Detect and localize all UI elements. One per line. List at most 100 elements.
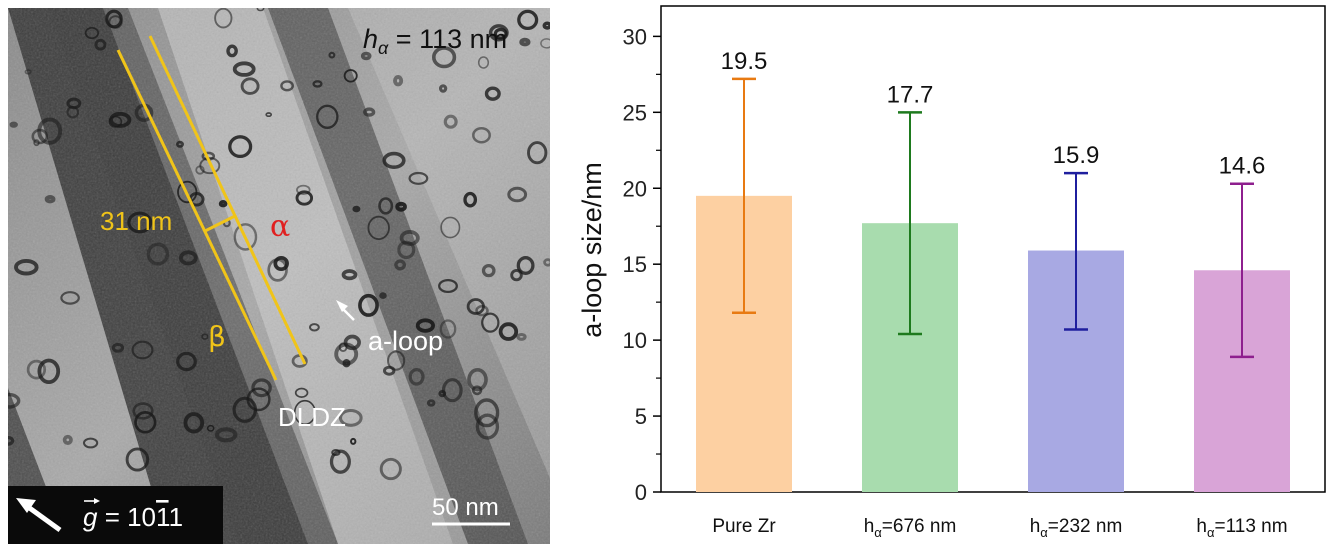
- defect-loop: [83, 437, 99, 449]
- a-loop-defects: [8, 8, 550, 481]
- defect-loop: [426, 399, 436, 407]
- defect-loop: [543, 258, 550, 267]
- defect-loop: [240, 77, 260, 95]
- defect-loop: [111, 342, 125, 353]
- value-label: 17.7: [887, 81, 934, 108]
- defect-loop: [472, 126, 491, 144]
- defect-loop: [201, 333, 209, 340]
- error-bar: [732, 77, 756, 315]
- phase-boundary-line: [148, 35, 307, 365]
- defect-loop: [132, 402, 154, 420]
- defect-loop: [37, 117, 63, 145]
- defect-loop: [9, 121, 18, 128]
- a-loop-label: a-loop: [368, 326, 443, 356]
- defect-loop: [294, 387, 309, 398]
- beta-phase-label: β: [208, 320, 226, 353]
- defect-loop: [477, 56, 490, 69]
- defect-loop: [66, 105, 80, 119]
- micrograph-image: [8, 8, 550, 544]
- defect-loop: [379, 292, 387, 299]
- defect-loop: [338, 342, 348, 353]
- defect-loop: [408, 171, 429, 185]
- defect-loop: [125, 447, 150, 472]
- h-alpha-label: hα = 113 nm: [363, 24, 507, 58]
- defect-loop: [475, 305, 489, 317]
- defect-loop: [481, 263, 496, 278]
- defect-loop: [360, 51, 372, 61]
- lamella-width-label: 31 nm: [100, 206, 172, 236]
- defect-loop: [328, 51, 336, 59]
- defect-loop: [439, 319, 457, 339]
- defect-loop: [293, 399, 316, 426]
- value-label: 15.9: [1053, 142, 1100, 169]
- bar-chart: 0 5 10 15 20 25 30 19.5 17.7 15.9 14.6 Pure Zr hα=…: [555, 0, 1333, 550]
- bars: [696, 195, 1290, 492]
- vector-arrow-mark: [84, 498, 100, 504]
- defect-loop: [265, 112, 273, 118]
- phase-boundary-line: [116, 49, 278, 381]
- y-tick-label: 5: [635, 404, 647, 429]
- defect-loop: [134, 411, 157, 434]
- defect-loop: [438, 278, 458, 294]
- defect-loop: [467, 368, 488, 392]
- y-tick-label: 15: [623, 252, 647, 277]
- defect-loop: [395, 201, 407, 212]
- defect-loop: [408, 367, 425, 386]
- defect-loop: [214, 427, 238, 443]
- defect-loop: [256, 8, 265, 12]
- defect-loop: [232, 61, 256, 77]
- defect-loop: [246, 387, 271, 412]
- defect-loop: [176, 140, 185, 148]
- defect-loop: [507, 186, 528, 203]
- defect-loop: [394, 259, 406, 271]
- defect-loop: [540, 38, 550, 49]
- defect-loop: [415, 318, 435, 333]
- defect-loop: [432, 46, 457, 69]
- category-label: hα=676 nm: [864, 516, 957, 540]
- defect-loop: [60, 291, 80, 305]
- defect-loop: [510, 268, 523, 282]
- defect-loop: [199, 157, 221, 175]
- error-bar: [1230, 182, 1254, 359]
- defect-loop: [481, 312, 500, 333]
- value-label: 14.6: [1219, 153, 1266, 180]
- defect-loop: [516, 332, 527, 341]
- defect-loop: [343, 69, 358, 83]
- category-label: Pure Zr: [712, 516, 776, 537]
- defect-loop: [176, 351, 197, 372]
- alpha-phase-label: α: [270, 209, 290, 244]
- defect-loop: [146, 242, 170, 266]
- defect-loop: [109, 111, 132, 128]
- defect-loop: [440, 216, 461, 239]
- value-label: 19.5: [721, 48, 768, 75]
- dldz-label: DLDZ: [278, 402, 346, 432]
- defect-loop: [183, 412, 205, 434]
- defect-loop: [542, 21, 550, 30]
- defect-loop: [296, 184, 311, 196]
- defect-loop: [195, 165, 205, 175]
- defect-loop: [378, 197, 394, 215]
- defect-loop: [438, 84, 448, 93]
- defect-loop: [443, 114, 458, 129]
- defect-loop: [44, 195, 56, 204]
- defect-loop: [387, 350, 406, 371]
- defect-loop: [363, 107, 376, 117]
- defect-loop: [519, 37, 531, 47]
- category-label: hα=232 nm: [1030, 516, 1123, 540]
- defect-loop: [358, 293, 379, 317]
- defect-loop: [367, 215, 390, 240]
- defect-loop: [214, 8, 233, 29]
- defect-loop: [309, 323, 320, 332]
- defect-loop: [131, 340, 154, 360]
- defect-loop: [228, 135, 253, 159]
- defect-loop: [8, 392, 21, 409]
- defect-loop: [8, 435, 15, 446]
- category-labels: Pure Zr hα=676 nm hα=232 nm hα=113 nm: [712, 516, 1287, 540]
- defect-loop: [382, 151, 406, 169]
- tem-micrograph: hα = 113 nm 31 nm α β a-loop DLDZ g = 10…: [8, 8, 550, 544]
- y-tick-label: 20: [623, 176, 647, 201]
- defect-loop: [393, 75, 404, 87]
- defect-loop: [484, 86, 501, 101]
- defect-loop: [342, 359, 351, 368]
- defect-loop: [233, 223, 258, 251]
